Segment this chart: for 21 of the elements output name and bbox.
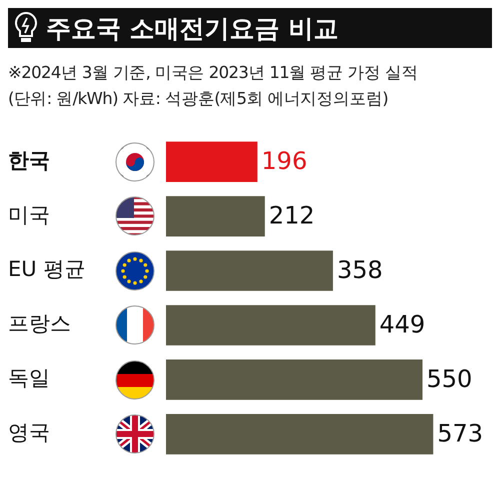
data-label: 358: [336, 256, 383, 284]
chart-title: 주요국 소매전기요금 비교: [46, 12, 338, 44]
data-label: 550: [426, 364, 472, 393]
bar: [166, 305, 376, 346]
text: (단위: 원/kWh) 자료: 석광훈(제5회 에너지정의포럼): [8, 88, 390, 110]
bar: [166, 414, 434, 454]
y-tick-label: 독일: [8, 366, 50, 390]
bar: [166, 250, 333, 291]
data-label: 212: [268, 202, 315, 230]
data-label: 573: [437, 419, 484, 448]
y-tick-label: 프랑스: [8, 312, 71, 336]
y-tick-label: EU 평균: [8, 257, 86, 282]
y-tick-label: 미국: [8, 202, 50, 227]
bar: [166, 142, 258, 182]
data-label: 196: [261, 147, 308, 176]
text: ※2024년 3월 기준, 미국은 2023년 11월 평균 가정 실적: [8, 62, 419, 84]
data-label: 449: [379, 310, 426, 338]
bar: [166, 360, 422, 400]
y-tick-label: 한국: [8, 148, 50, 172]
y-tick-label: 영국: [8, 420, 50, 445]
bar: [166, 196, 265, 236]
